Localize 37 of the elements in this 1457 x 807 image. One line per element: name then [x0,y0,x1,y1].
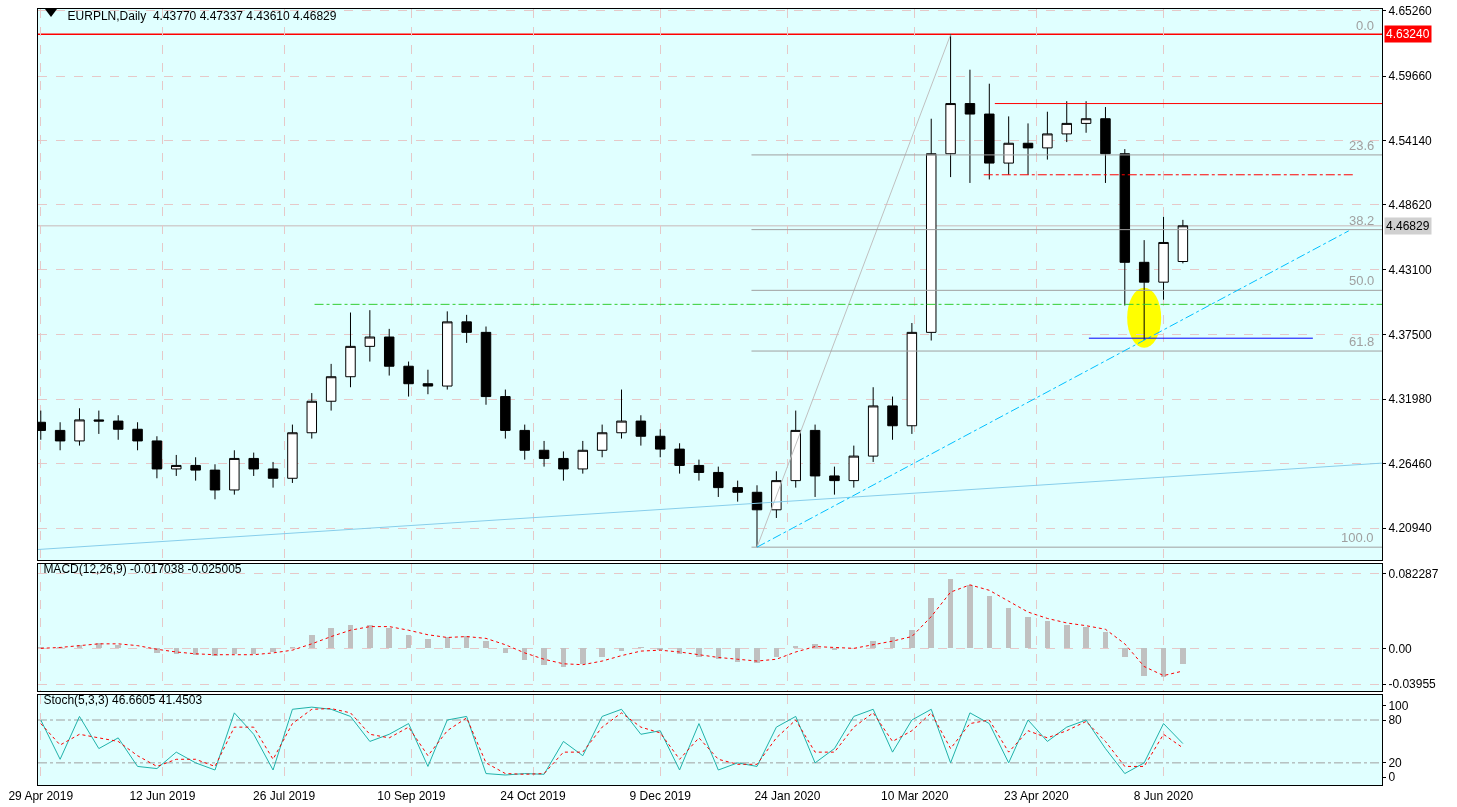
y-tick-label: 80 [1388,713,1403,728]
x-tick-label: 10 Sep 2019 [377,789,446,804]
annotation: 23.6 [1349,138,1375,153]
x-tick-label: 9 Dec 2019 [629,789,692,804]
ref-line-label: 4.63240 [1386,27,1430,41]
annotation: 100.0 [1341,530,1374,545]
y-tick-label: 4.20940 [1388,521,1433,536]
y-tick-label: 20 [1388,756,1403,771]
y-tick-label: 0 [1388,770,1396,785]
y-tick-label: -0.03955 [1388,677,1437,692]
x-tick-label: 29 Apr 2019 [8,789,74,804]
y-tick-label: 4.37500 [1388,327,1433,342]
y-tick-label: 4.54140 [1388,133,1433,148]
x-tick-label: 8 Jun 2020 [1133,789,1194,804]
y-tick-label: 4.65260 [1388,3,1433,18]
y-tick-label: 4.31980 [1388,392,1433,407]
chart-title: EURPLN,Daily 4.43770 4.47337 4.43610 4.46829 [67,9,337,24]
chart-title: MACD(12,26,9) -0.017038 -0.025005 [43,562,242,577]
annotation: 61.8 [1349,334,1375,349]
y-tick-label: 0.00 [1388,641,1413,656]
x-tick-label: 24 Oct 2019 [500,789,567,804]
chart-title: Stoch(5,3,3) 46.6605 41.4503 [43,692,203,707]
x-tick-label: 10 Mar 2020 [880,789,949,804]
y-tick-label: 4.48620 [1388,198,1433,213]
x-tick-label: 26 Jul 2019 [253,789,316,804]
y-tick-label: 100 [1388,698,1409,713]
y-tick-label: 4.26460 [1388,456,1433,471]
y-tick-label: 0.082287 [1388,566,1439,581]
y-tick-label: 4.59660 [1388,69,1433,84]
annotation: 0.0 [1356,18,1375,33]
y-tick-label: 4.43100 [1388,262,1433,277]
ref-line-label: 4.46829 [1386,219,1430,233]
x-tick-label: 12 Jun 2019 [129,789,196,804]
x-tick-label: 24 Jan 2020 [754,789,821,804]
x-tick-label: 23 Apr 2020 [1003,789,1069,804]
annotation: 50.0 [1349,273,1375,288]
annotation: 38.2 [1349,213,1375,228]
